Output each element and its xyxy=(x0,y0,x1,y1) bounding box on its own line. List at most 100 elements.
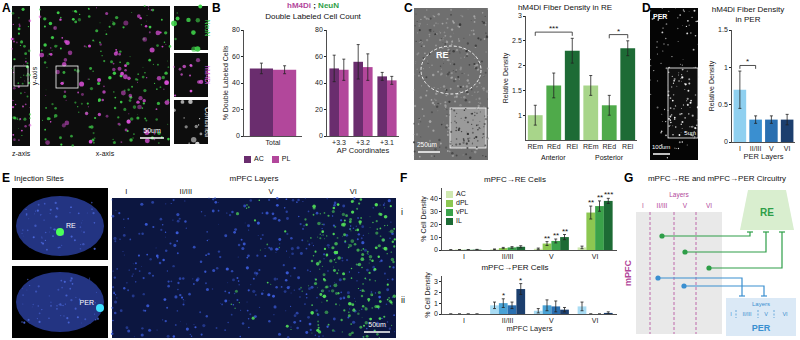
svg-text:% Cell Density: % Cell Density xyxy=(420,196,428,242)
svg-text:40: 40 xyxy=(430,195,438,202)
svg-text:PER Layers: PER Layers xyxy=(743,152,783,161)
svg-text:% Double Labeled Cells: % Double Labeled Cells xyxy=(222,45,229,120)
svg-text:30: 30 xyxy=(430,208,438,215)
svg-text:VI: VI xyxy=(706,202,712,209)
svg-text:*: * xyxy=(502,291,505,300)
svg-text:0: 0 xyxy=(434,310,438,317)
svg-text:0: 0 xyxy=(724,138,728,145)
svg-text:Relative Density: Relative Density xyxy=(708,60,716,111)
svg-text:20: 20 xyxy=(315,106,323,113)
svg-text:VI: VI xyxy=(592,317,599,324)
svg-text:I: I xyxy=(463,253,465,260)
svg-text:250um: 250um xyxy=(417,141,437,148)
svg-text:*: * xyxy=(519,276,522,285)
svg-text:V: V xyxy=(549,317,554,324)
svg-text:REm: REm xyxy=(527,143,543,150)
svg-text:hM4Di Fiber Densityin PER: hM4Di Fiber Densityin PER xyxy=(712,5,784,24)
svg-text:Layers: Layers xyxy=(669,191,689,199)
svg-text:Relative Density: Relative Density xyxy=(502,52,510,103)
svg-text:**: ** xyxy=(553,231,559,240)
svg-text:II/III: II/III xyxy=(502,253,514,260)
svg-text:Combined: Combined xyxy=(204,107,211,137)
svg-text:20: 20 xyxy=(430,221,438,228)
svg-text:x-axis: x-axis xyxy=(96,150,115,157)
svg-text:3: 3 xyxy=(434,278,438,285)
svg-text:0.5: 0.5 xyxy=(718,101,728,108)
svg-text:RE: RE xyxy=(66,222,76,229)
svg-text:***: *** xyxy=(604,190,613,199)
svg-text:+3.1: +3.1 xyxy=(380,139,394,146)
svg-text:REl: REl xyxy=(567,143,579,150)
svg-text:20: 20 xyxy=(232,106,240,113)
svg-text:+3.3: +3.3 xyxy=(332,139,346,146)
svg-text:z-axis: z-axis xyxy=(12,150,31,157)
svg-text:II/III: II/III xyxy=(180,187,193,196)
svg-text:AP Coordinates: AP Coordinates xyxy=(337,146,390,155)
svg-text:I: I xyxy=(739,145,741,152)
svg-text:V: V xyxy=(549,253,554,260)
svg-text:V: V xyxy=(683,202,688,209)
svg-text:1.5: 1.5 xyxy=(718,26,728,33)
svg-text:Anterior: Anterior xyxy=(541,154,566,161)
svg-text:+3.2: +3.2 xyxy=(356,139,370,146)
svg-text:I: I xyxy=(642,202,644,209)
svg-text:REd: REd xyxy=(547,143,561,150)
svg-text:1: 1 xyxy=(434,300,438,307)
svg-text:80: 80 xyxy=(232,26,240,33)
svg-text:40: 40 xyxy=(232,79,240,86)
svg-text:hM4Di Fiber Density in RE: hM4Di Fiber Density in RE xyxy=(518,3,612,12)
svg-text:**: ** xyxy=(562,227,568,236)
svg-text:RE: RE xyxy=(760,207,774,218)
svg-text:80: 80 xyxy=(315,26,323,33)
svg-text:2: 2 xyxy=(518,62,522,69)
svg-text:60: 60 xyxy=(315,53,323,60)
svg-text:100um: 100um xyxy=(652,144,670,150)
svg-text:PER: PER xyxy=(653,13,667,20)
svg-text:II/III: II/III xyxy=(657,202,668,209)
svg-text:VI: VI xyxy=(784,145,791,152)
svg-text:hM4Di: hM4Di xyxy=(204,66,211,85)
svg-text:VI: VI xyxy=(350,187,357,196)
svg-text:Layers: Layers xyxy=(752,301,770,307)
svg-text:mPFC→PER Cells: mPFC→PER Cells xyxy=(481,263,548,272)
svg-text:V: V xyxy=(269,187,274,196)
svg-text:REm: REm xyxy=(583,143,599,150)
svg-text:**: ** xyxy=(597,193,603,202)
svg-text:II/III: II/III xyxy=(502,317,514,324)
svg-text:VI: VI xyxy=(782,311,788,317)
svg-text:REl: REl xyxy=(622,143,634,150)
svg-text:50um: 50um xyxy=(368,321,386,328)
svg-text:0: 0 xyxy=(236,132,240,139)
svg-text:% Cell Density: % Cell Density xyxy=(424,272,432,318)
svg-text:***: *** xyxy=(549,24,558,33)
svg-text:1.5: 1.5 xyxy=(512,87,522,94)
svg-text:I: I xyxy=(463,317,465,324)
svg-text:VI: VI xyxy=(592,253,599,260)
svg-text:PER: PER xyxy=(80,299,94,306)
svg-text:RE: RE xyxy=(436,50,449,60)
svg-text:1: 1 xyxy=(518,112,522,119)
svg-text:mPFC Layers: mPFC Layers xyxy=(507,324,553,333)
svg-text:50um: 50um xyxy=(143,127,161,134)
svg-text:mPFC: mPFC xyxy=(623,260,633,287)
svg-text:V: V xyxy=(764,311,768,317)
svg-text:10: 10 xyxy=(430,234,438,241)
svg-text:y-axis: y-axis xyxy=(31,66,39,85)
svg-text:1: 1 xyxy=(724,64,728,71)
svg-text:**: ** xyxy=(588,198,594,207)
svg-text:60: 60 xyxy=(232,53,240,60)
svg-text:II/III: II/III xyxy=(742,311,752,317)
svg-text:**: ** xyxy=(544,234,550,243)
svg-text:V: V xyxy=(769,145,774,152)
svg-text:2.5: 2.5 xyxy=(512,37,522,44)
svg-text:PER: PER xyxy=(752,323,771,333)
svg-text:NeuN: NeuN xyxy=(204,20,211,37)
svg-text:*: * xyxy=(617,27,620,36)
svg-text:Posterior: Posterior xyxy=(595,154,624,161)
svg-text:II/III: II/III xyxy=(750,145,762,152)
svg-text:0: 0 xyxy=(434,246,438,253)
svg-text:I: I xyxy=(730,311,732,317)
svg-text:40: 40 xyxy=(315,79,323,86)
svg-text:I: I xyxy=(125,187,127,196)
svg-text:REd: REd xyxy=(602,143,616,150)
